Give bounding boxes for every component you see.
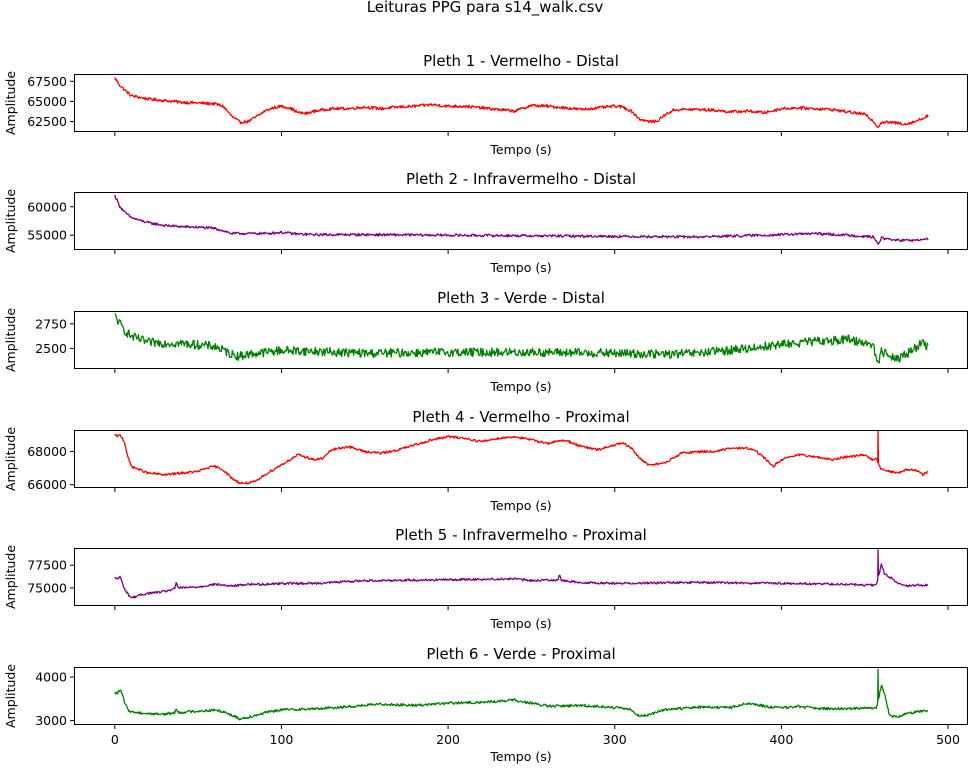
x-tick-label: 400 [769,732,793,747]
subplot-title: Pleth 5 - Infravermelho - Proximal [395,526,647,544]
subplot-1: Pleth 1 - Vermelho - Distal 62500 65000 675… [3,52,968,157]
y-tick-label: 77500 [27,558,67,573]
axes-frame [74,548,968,606]
y-tick-label: 65000 [27,94,67,109]
subplot-title: Pleth 4 - Vermelho - Proximal [412,408,629,426]
series-line [114,430,929,485]
y-axis-label: Amplitude [3,189,18,253]
axes-frame [74,430,968,488]
x-axis-label: Tempo (s) [489,616,551,631]
series-line [114,668,929,721]
subplot-title: Pleth 3 - Verde - Distal [437,289,605,307]
subplot-5: Pleth 5 - Infravermelho - Proximal 75000 7… [3,526,968,631]
y-tick-label: 67500 [27,74,67,89]
series-line [114,549,929,599]
y-tick-label: 66000 [27,477,67,492]
y-tick-label: 2750 [35,316,67,331]
x-tick-label: 500 [936,732,960,747]
y-tick-label: 68000 [27,444,67,459]
subplot-title: Pleth 1 - Vermelho - Distal [423,52,619,70]
axes-frame [74,311,968,369]
subplots: Pleth 1 - Vermelho - Distal 62500 65000 675… [3,52,968,764]
y-axis-label: Amplitude [3,427,18,491]
series-line [114,194,929,245]
axes-frame [74,667,968,725]
y-tick-label: 60000 [27,199,67,214]
x-axis-label: Tempo (s) [489,260,551,275]
x-axis-label: Tempo (s) [489,142,551,157]
y-tick-label: 2500 [35,341,67,356]
subplot-title: Pleth 6 - Verde - Proximal [426,645,615,663]
y-tick-label: 3000 [35,713,67,728]
x-axis-label: Tempo (s) [489,498,551,513]
subplot-title: Pleth 2 - Infravermelho - Distal [406,170,636,188]
subplot-6: Pleth 6 - Verde - Proximal 3000 4000 0 100 20… [3,645,968,764]
axes-frame [74,192,968,250]
subplot-2: Pleth 2 - Infravermelho - Distal 55000 600… [3,170,968,275]
x-axis-label: Tempo (s) [489,379,551,394]
subplot-4: Pleth 4 - Vermelho - Proximal 66000 68000 T… [3,408,968,513]
figure-suptitle: Leituras PPG para s14_walk.csv [367,0,604,17]
x-tick-label: 100 [270,732,294,747]
subplot-3: Pleth 3 - Verde - Distal 2500 2750 Tempo (s… [3,289,968,394]
axes-frame [74,74,968,132]
series-line [114,77,929,128]
y-tick-label: 62500 [27,114,67,129]
y-tick-label: 4000 [35,670,67,685]
x-tick-label: 200 [436,732,460,747]
y-axis-label: Amplitude [3,545,18,609]
y-axis-label: Amplitude [3,308,18,372]
y-tick-label: 75000 [27,580,67,595]
x-axis-label: Tempo (s) [489,749,551,764]
x-tick-label: 0 [111,732,119,747]
x-tick-label: 300 [603,732,627,747]
y-axis-label: Amplitude [3,664,18,728]
y-axis-label: Amplitude [3,71,18,135]
y-tick-label: 55000 [27,228,67,243]
series-line [114,312,929,364]
